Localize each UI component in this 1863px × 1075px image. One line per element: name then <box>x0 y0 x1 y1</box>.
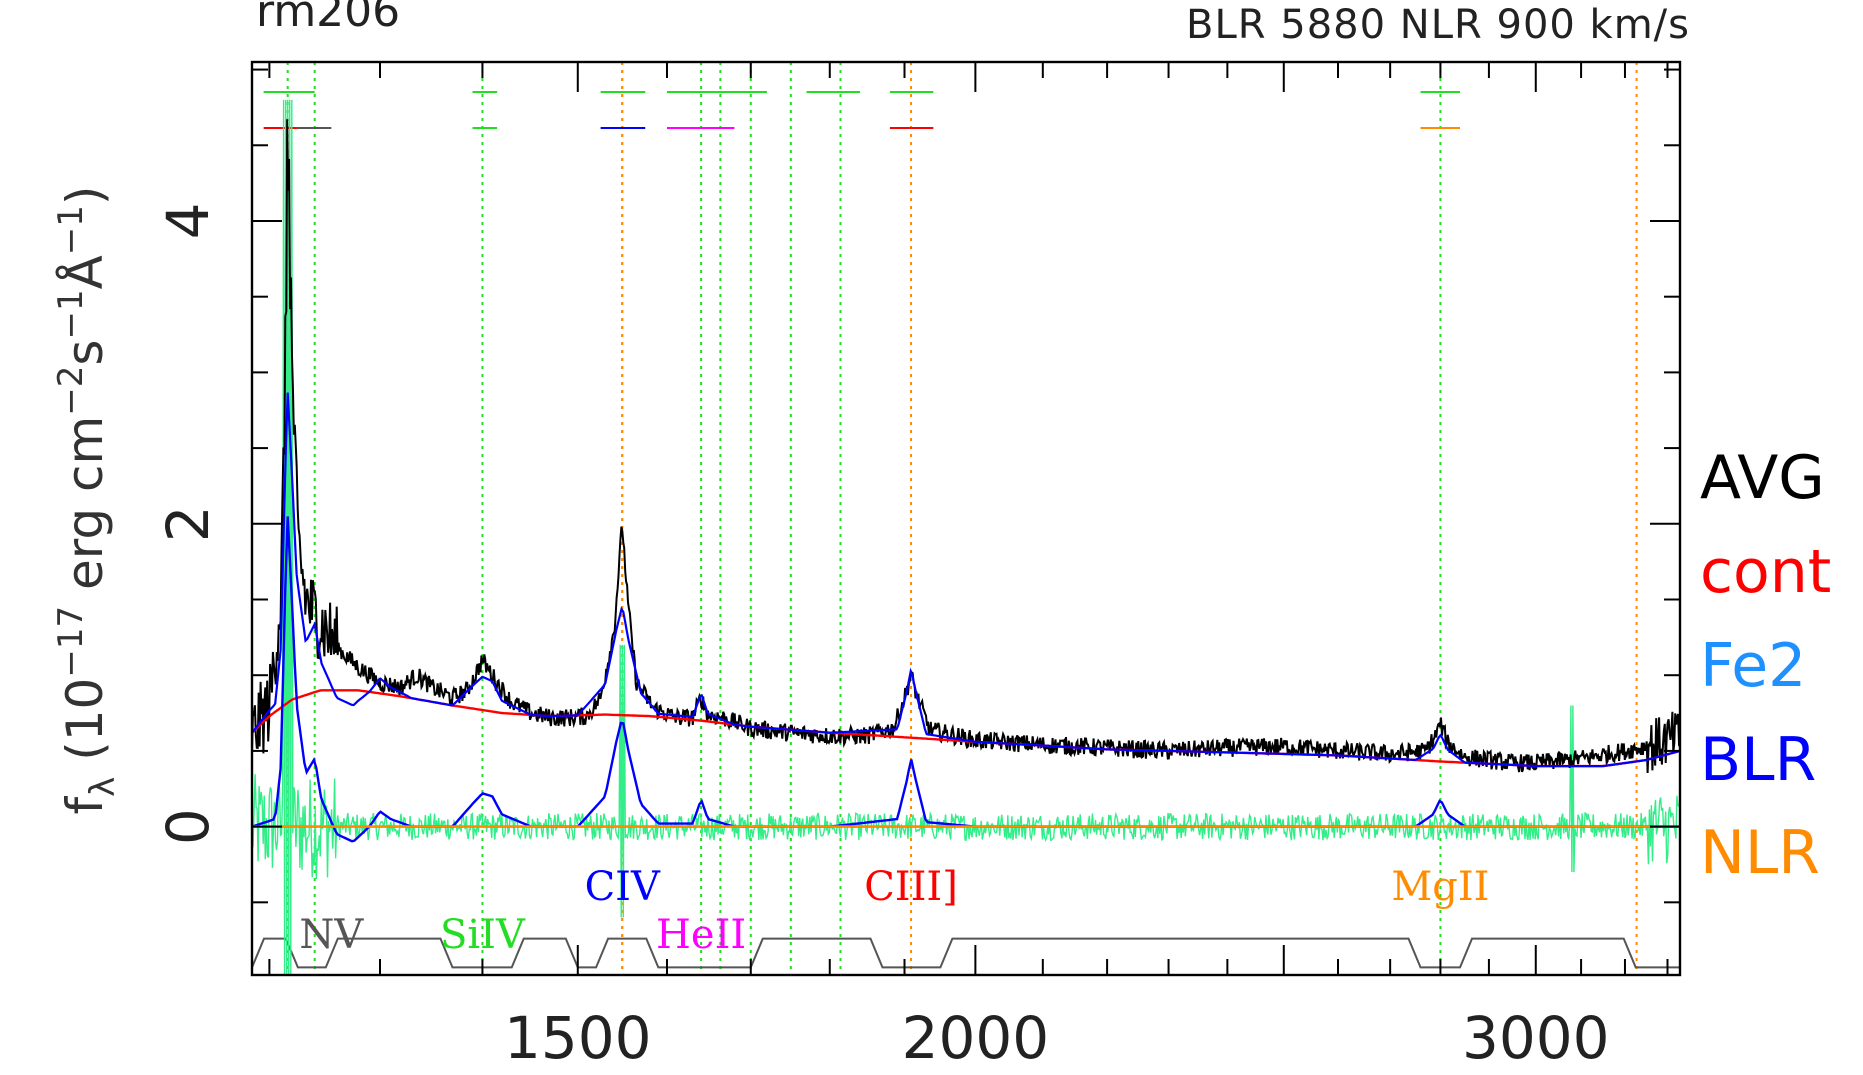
line-label: NV <box>299 912 364 958</box>
residual-series-line <box>252 99 1680 975</box>
line-label: HeII <box>656 912 746 958</box>
total-fit-series-line <box>252 392 1680 768</box>
y-tick-label: 0 <box>154 808 222 845</box>
legend-item: AVG <box>1700 443 1825 513</box>
blr-series-line <box>252 516 1680 843</box>
line-label: MgII <box>1391 864 1489 910</box>
legend-item: cont <box>1700 537 1831 607</box>
object-name-title: rm206 <box>256 0 400 37</box>
legend-item: NLR <box>1700 818 1820 888</box>
y-tick-label: 2 <box>154 505 222 542</box>
plot-inner <box>252 62 1680 975</box>
legend-item: Fe2 <box>1700 631 1806 701</box>
legend: AVG cont Fe2 BLR NLR <box>1700 443 1831 888</box>
window-curve <box>252 937 1680 969</box>
legend-item: BLR <box>1700 725 1816 795</box>
y-tick-label: 4 <box>154 203 222 240</box>
velocity-title: BLR 5880 NLR 900 km/s <box>1186 2 1690 48</box>
y-axis-label: fλ (10−17 erg cm−2s−1Å−1) <box>51 186 123 815</box>
x-tick-label: 3000 <box>1462 1004 1610 1072</box>
line-label: CIV <box>585 864 661 910</box>
line-label: SiIV <box>440 912 526 958</box>
plot-frame <box>250 60 1682 977</box>
avg-series-line <box>252 119 1680 774</box>
x-tick-label: 2000 <box>902 1004 1050 1072</box>
x-tick-label: 1500 <box>504 1004 652 1072</box>
line-label: CIII] <box>864 864 958 910</box>
